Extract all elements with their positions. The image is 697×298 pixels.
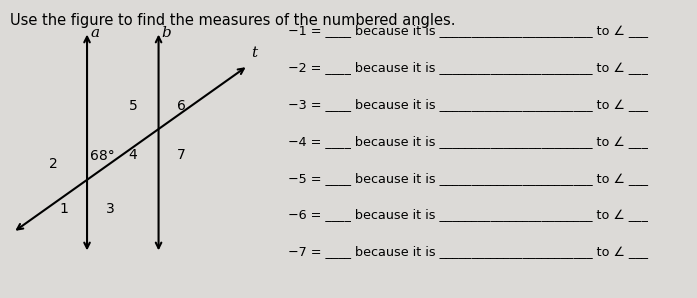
Text: 7: 7 xyxy=(177,148,186,162)
Text: a: a xyxy=(90,27,99,41)
Text: −2 = ____ because it is ________________________ to ∠ ___: −2 = ____ because it is ________________… xyxy=(288,61,648,74)
Text: −1 = ____ because it is ________________________ to ∠ ___: −1 = ____ because it is ________________… xyxy=(288,24,648,38)
Text: 3: 3 xyxy=(106,201,114,215)
Text: 2: 2 xyxy=(49,157,59,171)
Text: −7 = ____ because it is ________________________ to ∠ ___: −7 = ____ because it is ________________… xyxy=(288,245,648,258)
Text: b: b xyxy=(162,27,171,41)
Text: Use the figure to find the measures of the numbered angles.: Use the figure to find the measures of t… xyxy=(10,13,456,28)
Text: −3 = ____ because it is ________________________ to ∠ ___: −3 = ____ because it is ________________… xyxy=(288,98,648,111)
Text: −5 = ____ because it is ________________________ to ∠ ___: −5 = ____ because it is ________________… xyxy=(288,172,648,184)
Text: −6 = ____ because it is ________________________ to ∠ ___: −6 = ____ because it is ________________… xyxy=(288,208,648,221)
Text: t: t xyxy=(251,46,257,60)
Text: 4: 4 xyxy=(129,148,137,162)
Text: 1: 1 xyxy=(60,201,68,215)
Text: −4 = ____ because it is ________________________ to ∠ ___: −4 = ____ because it is ________________… xyxy=(288,135,648,148)
Text: 5: 5 xyxy=(129,99,137,113)
Text: 68°: 68° xyxy=(90,149,115,163)
Text: 6: 6 xyxy=(177,99,186,113)
